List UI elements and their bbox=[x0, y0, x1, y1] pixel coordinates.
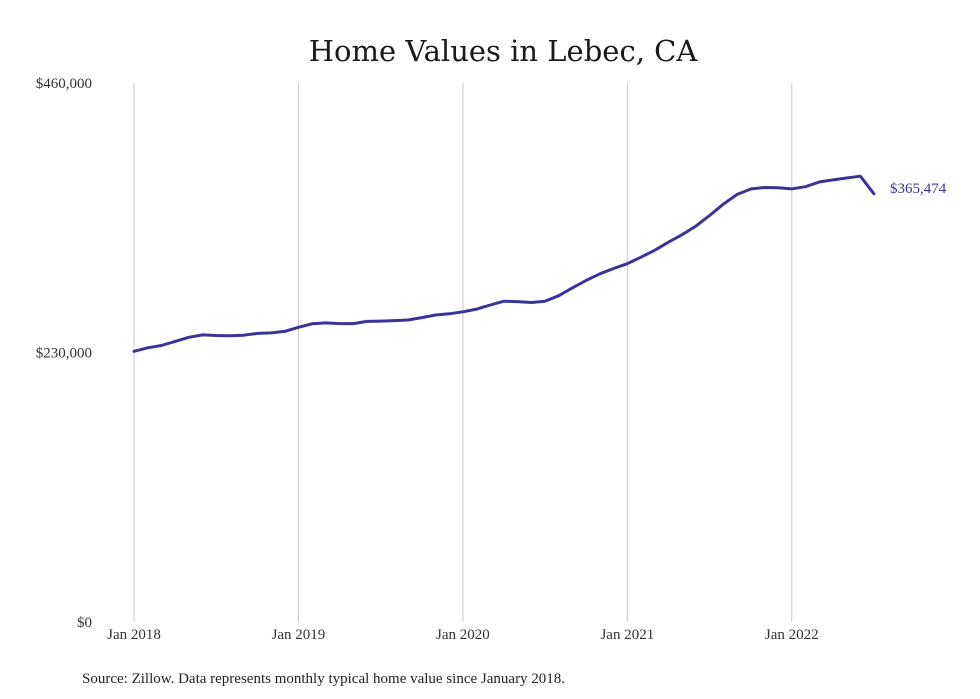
x-axis-ticks: Jan 2018 Jan 2019 Jan 2020 Jan 2021 Jan 2022 bbox=[107, 627, 819, 643]
x-tick-label: Jan 2020 bbox=[436, 627, 490, 643]
end-value-label: $365,474 bbox=[890, 181, 947, 197]
chart-title: Home Values in Lebec, CA bbox=[309, 34, 699, 68]
source-note: Source: Zillow. Data represents monthly … bbox=[82, 671, 565, 687]
y-axis-ticks: $0 $230,000 $460,000 bbox=[36, 76, 92, 631]
y-tick-label: $0 bbox=[77, 615, 92, 631]
x-tick-label: Jan 2022 bbox=[765, 627, 819, 643]
series-line-layer: $365,474 bbox=[132, 174, 947, 353]
x-tick-label: Jan 2021 bbox=[600, 627, 654, 643]
x-tick-label: Jan 2019 bbox=[272, 627, 326, 643]
y-tick-label: $230,000 bbox=[36, 346, 92, 362]
y-tick-label: $460,000 bbox=[36, 76, 92, 92]
series-line bbox=[132, 174, 876, 353]
x-tick-label: Jan 2018 bbox=[107, 627, 161, 643]
gridlines bbox=[133, 83, 793, 622]
